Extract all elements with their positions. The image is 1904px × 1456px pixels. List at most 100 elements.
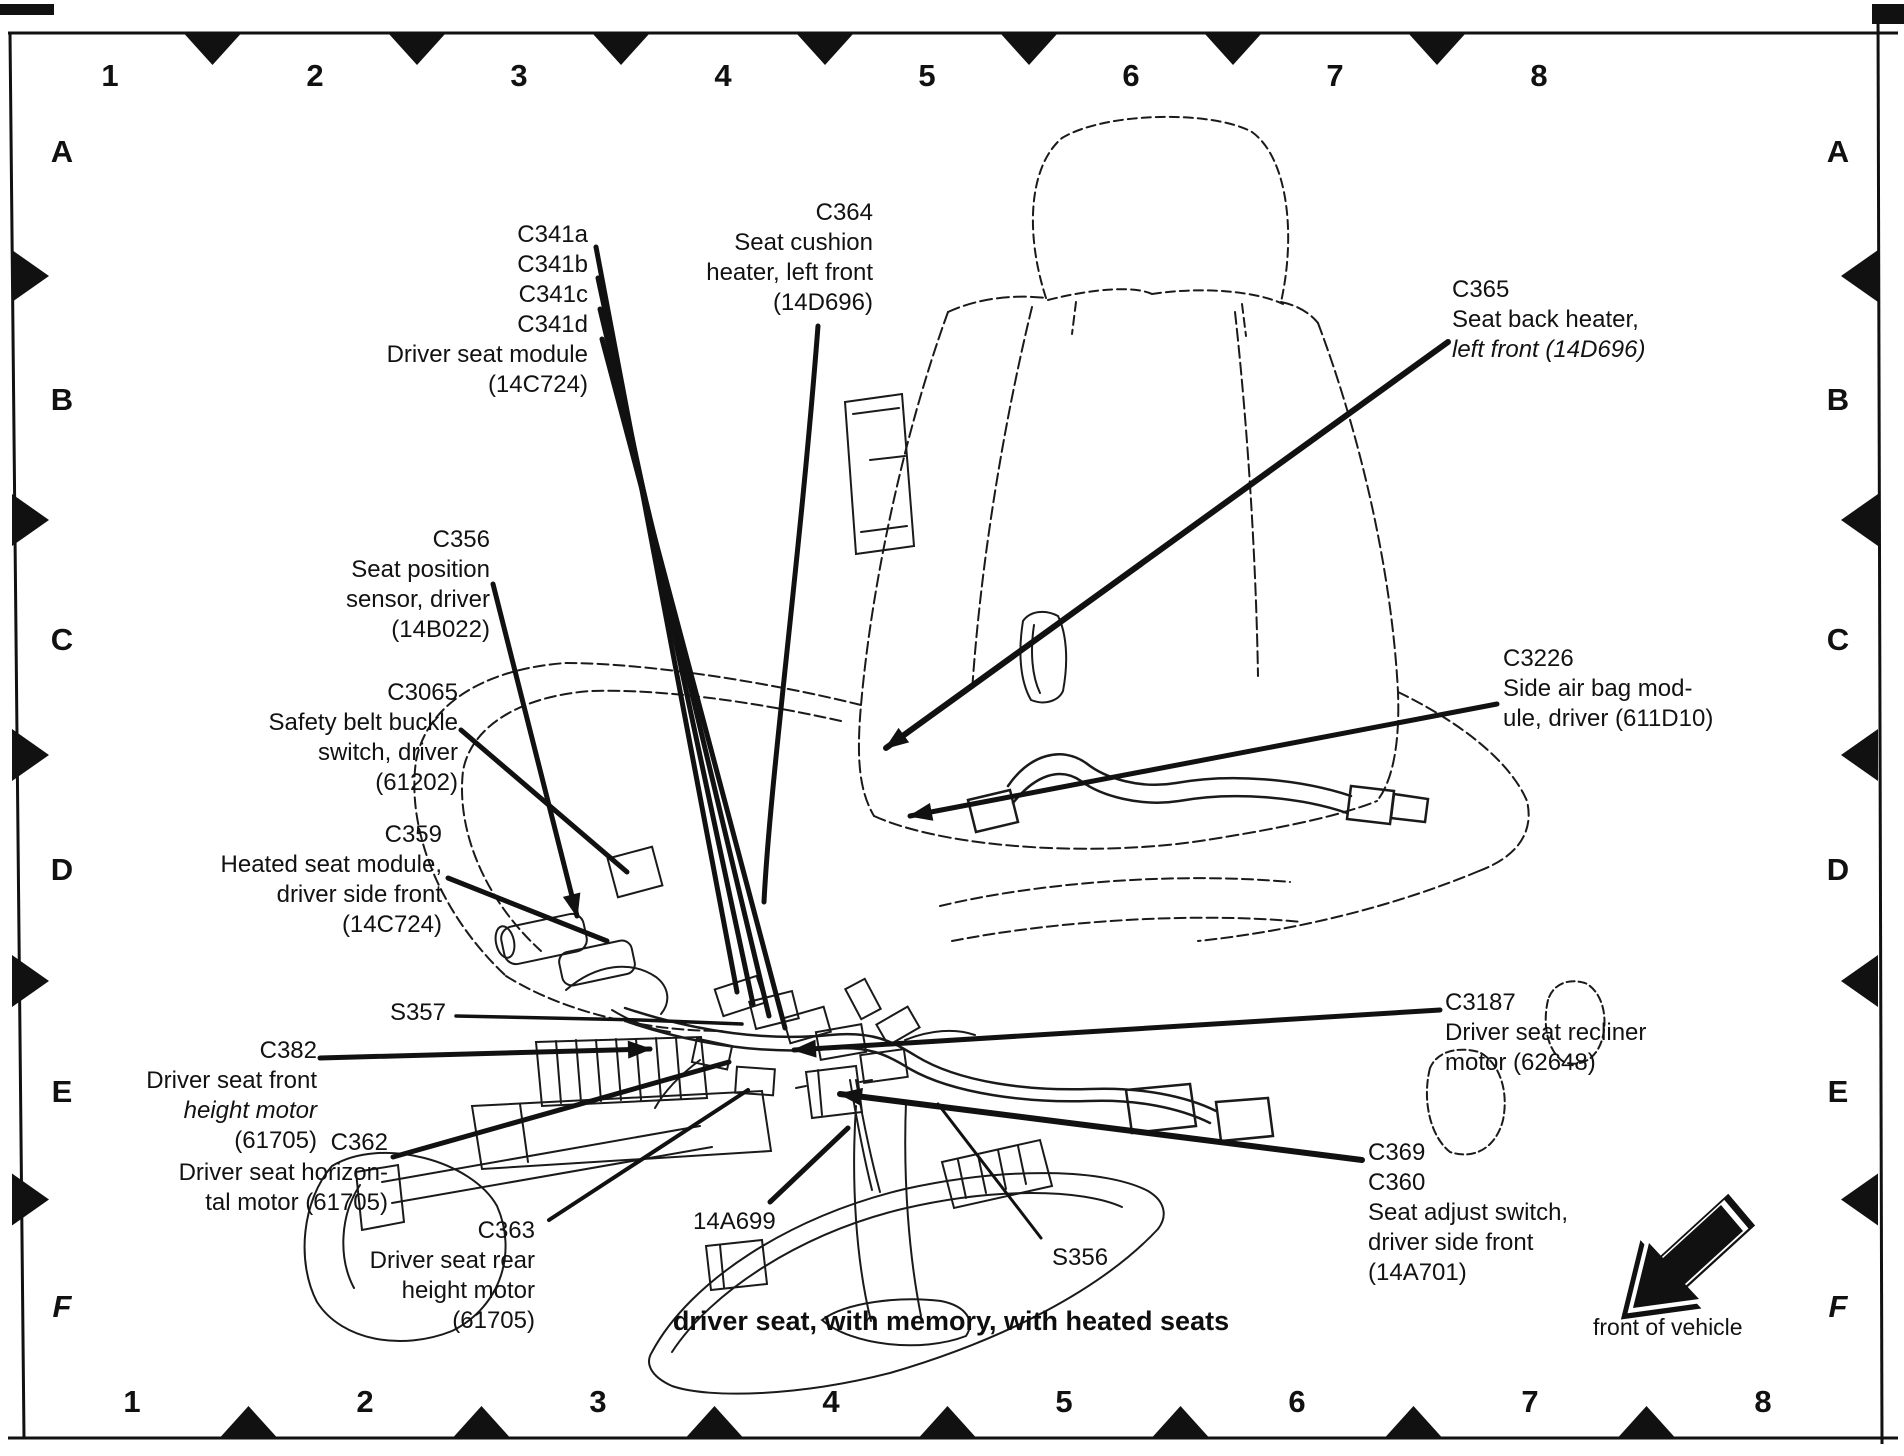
leader-lines xyxy=(317,244,1500,1240)
callout-line: Driver seat horizon- xyxy=(178,1159,388,1186)
grid-number-bottom-8: 8 xyxy=(1754,1384,1772,1419)
grid-triangle-bottom xyxy=(919,1406,976,1437)
leader-c362 xyxy=(390,1059,732,1160)
grid-tick-triangles xyxy=(12,34,1878,1437)
grid-letter-left-C: C xyxy=(50,622,74,657)
callout-line: C365 xyxy=(1452,276,1510,303)
callout-s356: S356 xyxy=(1052,1243,1108,1273)
callout-line: (61202) xyxy=(375,769,458,796)
callout-line: Safety belt buckle xyxy=(268,709,458,736)
grid-triangle-bottom xyxy=(1385,1406,1442,1437)
callout-line: Seat cushion xyxy=(734,229,873,256)
grid-number-bottom-5: 5 xyxy=(1055,1384,1073,1419)
callout-line: C360 xyxy=(1368,1169,1426,1196)
grid-triangle-right xyxy=(1841,1173,1878,1226)
callout-line: C382 xyxy=(259,1037,317,1064)
callout-c356: C356 Seat position sensor, driver (14B022) xyxy=(346,525,490,645)
grid-triangle-top xyxy=(389,34,445,65)
callout-line: ule, driver (611D10) xyxy=(1503,705,1714,732)
grid-letter-left-D: D xyxy=(50,852,74,887)
leader-c341b xyxy=(595,275,756,1007)
leader-c3187 xyxy=(791,1007,1443,1058)
grid-triangle-left xyxy=(12,494,49,546)
seat-pedestal xyxy=(820,1101,971,1347)
grid-number-bottom-2: 2 xyxy=(356,1384,374,1419)
grid-triangle-top xyxy=(1409,34,1465,65)
callout-line: Side air bag mod- xyxy=(1503,675,1693,702)
callout-line: switch, driver xyxy=(317,739,458,766)
callout-line: motor (62648) xyxy=(1445,1049,1596,1076)
airbag-pocket xyxy=(1019,610,1068,704)
callout-c362: C362 Driver seat horizon-tal motor (61705… xyxy=(179,1128,388,1218)
callout-line: Driver seat rear xyxy=(369,1247,535,1274)
callout-line: C3065 xyxy=(387,679,458,706)
callout-line: heater, left front xyxy=(706,259,873,286)
callout-c363: C363 Driver seat rear height motor (61705) xyxy=(370,1216,535,1336)
grid-letter-right-C: C xyxy=(1826,622,1850,657)
callout-line: 14A699 xyxy=(693,1208,776,1235)
callout-line: C3226 xyxy=(1503,645,1574,672)
frame-corner-marks xyxy=(0,4,1904,24)
leader-c341d xyxy=(599,336,788,1031)
callout-line: (61705) xyxy=(234,1127,317,1154)
callout-line: C359 xyxy=(384,821,442,848)
grid-number-bottom-7: 7 xyxy=(1521,1384,1539,1419)
callout-c365: C365 Seat back heater, left front (14D696) xyxy=(1452,275,1645,365)
grid-triangle-top xyxy=(797,34,853,65)
grid-letter-left-B: B xyxy=(50,382,74,417)
grid-letter-left-A: A xyxy=(50,134,74,169)
leader-c341c xyxy=(597,306,772,1019)
front-of-vehicle-label: front of vehicle xyxy=(1593,1314,1743,1340)
buckle-switch-block xyxy=(606,845,664,899)
callout-line: C369 xyxy=(1368,1139,1426,1166)
callout-c359: C359 Heated seat module, driver side front… xyxy=(221,820,442,940)
grid-triangle-top xyxy=(184,34,241,65)
grid-number-bottom-6: 6 xyxy=(1288,1384,1306,1419)
leader-c369 xyxy=(837,1087,1365,1163)
leader-14a699 xyxy=(767,1125,851,1205)
grid-triangle-left xyxy=(12,250,49,302)
callout-line: C341c xyxy=(518,281,588,308)
seat-adjust-switch-block xyxy=(795,1064,873,1120)
front-of-vehicle-arrow-icon xyxy=(1620,1193,1756,1320)
callout-line: (14D696) xyxy=(772,289,873,316)
grid-triangle-left xyxy=(12,955,49,1007)
upper-harness xyxy=(966,753,1430,834)
grid-number-bottom-3: 3 xyxy=(589,1384,607,1419)
grid-triangle-top xyxy=(593,34,649,65)
leader-c356 xyxy=(490,581,581,919)
leader-c3065 xyxy=(458,727,630,875)
callout-c341: C341a C341b C341c C341d Driver seat module (1… xyxy=(387,220,588,400)
grid-triangle-left xyxy=(12,729,49,781)
grid-triangle-bottom xyxy=(1152,1406,1209,1437)
callout-line: (14A701) xyxy=(1368,1259,1467,1286)
callout-l14a699: 14A699 xyxy=(693,1207,776,1237)
grid-letter-right-B: B xyxy=(1826,382,1850,417)
headrest-outline xyxy=(1031,115,1290,337)
belt-guide xyxy=(843,392,916,556)
grid-number-top-2: 2 xyxy=(306,58,324,93)
callout-c3065: C3065 Safety belt buckle switch, driver (61… xyxy=(269,678,458,798)
callout-line: Seat back heater, xyxy=(1452,306,1639,333)
callout-line: C341a xyxy=(517,221,588,248)
callout-line: left front (14D696) xyxy=(1452,336,1646,363)
grid-letter-right-A: A xyxy=(1826,134,1850,169)
grid-triangle-left xyxy=(12,1173,49,1226)
grid-number-bottom-4: 4 xyxy=(822,1384,840,1419)
callout-line: C363 xyxy=(477,1217,535,1244)
grid-letter-right-D: D xyxy=(1826,852,1850,887)
callout-c3187: C3187 Driver seat recliner motor (62648) xyxy=(1445,988,1646,1078)
grid-triangle-right xyxy=(1841,250,1878,302)
grid-number-top-6: 6 xyxy=(1122,58,1140,93)
grid-triangle-bottom xyxy=(220,1406,277,1437)
grid-number-top-1: 1 xyxy=(101,58,119,93)
grid-number-top-5: 5 xyxy=(918,58,936,93)
leader-c3226 xyxy=(907,701,1500,821)
barrel-connectors xyxy=(494,912,636,987)
callout-line: Driver seat front xyxy=(146,1067,317,1094)
callout-line: Heated seat module, xyxy=(220,851,442,878)
grid-letter-right-E: E xyxy=(1827,1074,1849,1109)
grid-number-bottom-1: 1 xyxy=(123,1384,141,1419)
